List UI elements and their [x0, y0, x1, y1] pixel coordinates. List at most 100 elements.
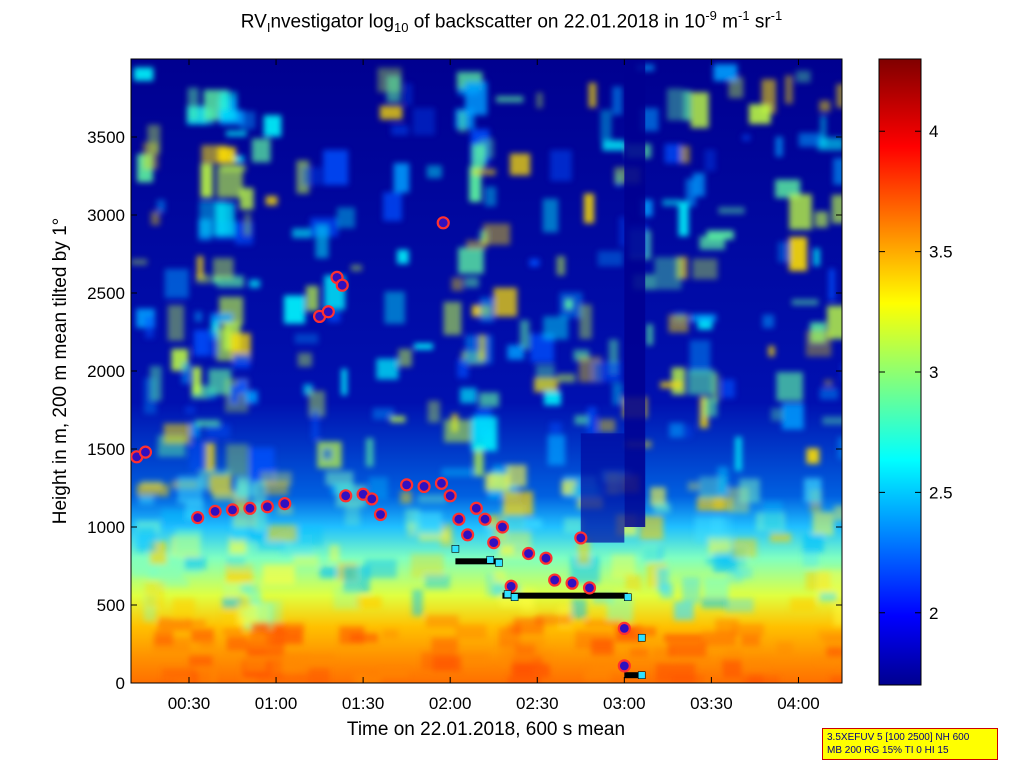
- heatmap-cell: [471, 416, 498, 452]
- heatmap-cell: [564, 518, 584, 534]
- heatmap-cell: [748, 104, 771, 124]
- cloud-base-marker-group: [131, 216, 631, 673]
- heatmap-cell: [588, 82, 597, 108]
- heatmap-cell: [641, 544, 659, 561]
- heatmap-cell: [386, 75, 401, 103]
- heatmap-cell: [740, 675, 780, 683]
- info-line-1: 3.5XEFUV 5 [100 2500] NH 600: [827, 732, 970, 743]
- heatmap-cell: [444, 419, 472, 443]
- heatmap-cell: [685, 178, 697, 207]
- heatmap-cell: [473, 445, 484, 477]
- heatmap-cell: [722, 659, 742, 679]
- heatmap-cell: [457, 86, 479, 96]
- heatmap-cell: [189, 440, 207, 472]
- heatmap-cell: [195, 419, 220, 427]
- heatmap-cell: [624, 59, 646, 527]
- heatmap-cell: [325, 471, 354, 486]
- heatmap-cell: [393, 163, 410, 193]
- heatmap-cell: [564, 299, 573, 310]
- heatmap-cell: [670, 674, 705, 683]
- heatmap-cell: [412, 107, 435, 136]
- heatmap-cell: [664, 143, 682, 164]
- heatmap-cell: [230, 385, 239, 404]
- heatmap-cell: [840, 363, 842, 383]
- heatmap-cell: [718, 207, 745, 214]
- heatmap-cell: [483, 223, 511, 245]
- heatmap-cell: [193, 329, 210, 357]
- heatmap-cell: [580, 433, 625, 543]
- heatmap-cell: [239, 187, 254, 210]
- y-tick-label: 1000: [87, 518, 125, 537]
- heatmap-cell: [217, 147, 236, 164]
- heatmap-cell: [177, 476, 203, 505]
- cloud-base-marker: [365, 492, 379, 506]
- heatmap-cell: [239, 584, 260, 594]
- cyan-marker: [624, 593, 632, 602]
- heatmap-cell: [333, 587, 360, 610]
- cloud-base-marker: [191, 511, 205, 525]
- heatmap-cell: [167, 305, 185, 341]
- y-tick-label: 1500: [87, 440, 125, 459]
- heatmap-cell: [612, 86, 623, 116]
- heatmap-cell: [133, 67, 154, 81]
- heatmap-cell: [827, 305, 842, 340]
- heatmap-cell: [136, 483, 169, 497]
- heatmap-cell: [584, 619, 623, 628]
- heatmap-cell: [775, 136, 783, 157]
- heatmap-cell: [507, 676, 541, 683]
- heatmap-cell: [267, 524, 297, 542]
- heatmap-cell: [192, 366, 202, 395]
- heatmap-cell: [344, 503, 360, 526]
- heatmap-cell: [536, 92, 543, 108]
- heatmap-cell: [237, 379, 248, 394]
- heatmap-cell: [509, 153, 531, 176]
- heatmap-cell: [149, 366, 162, 401]
- heatmap-cell: [731, 624, 764, 637]
- heatmap-cell: [391, 125, 409, 136]
- colorbar: [878, 58, 922, 686]
- heatmap-cell: [412, 589, 423, 616]
- cloud-base-marker: [548, 573, 562, 587]
- heatmap-cell: [379, 105, 403, 120]
- heatmap-cell: [507, 345, 525, 360]
- heatmap-cell: [291, 526, 323, 546]
- heatmap-cell: [366, 438, 374, 467]
- heatmap-cell: [523, 519, 542, 529]
- colorbar-tick-label: 2: [929, 604, 938, 623]
- heatmap-cell: [692, 258, 718, 280]
- heatmap-cell: [150, 211, 160, 226]
- heatmap-cell: [687, 481, 700, 491]
- heatmap-cell: [292, 228, 312, 239]
- heatmap-cell: [311, 410, 319, 440]
- heatmap-cell: [451, 277, 464, 291]
- heatmap-cell: [574, 415, 590, 425]
- heatmap-cell: [164, 268, 189, 299]
- heatmap-cell: [236, 477, 250, 500]
- heatmap-cell: [479, 297, 494, 322]
- heatmap-cell: [727, 569, 744, 584]
- colorbar-tick-label: 2.5: [929, 483, 953, 502]
- heatmap-cell: [654, 257, 682, 290]
- x-tick-label: 03:30: [690, 694, 733, 713]
- colorbar-tick-label: 3: [929, 363, 938, 382]
- cyan-marker: [637, 633, 646, 642]
- heatmap-cell: [263, 115, 282, 137]
- heatmap-cell: [191, 628, 214, 643]
- heatmap-cell: [746, 660, 768, 668]
- heatmap-cell: [471, 144, 486, 169]
- heatmap-cell: [556, 256, 566, 276]
- x-axis: 00:30 01:00 01:30 02:00 02:30 03:00 03:30 04:00: [168, 59, 820, 713]
- heatmap-cell: [619, 216, 627, 247]
- heatmap-cell: [200, 163, 213, 198]
- heatmap-cell: [307, 668, 330, 683]
- heatmap-cell: [732, 538, 757, 558]
- heatmap-cell: [337, 207, 356, 229]
- heatmap-cell: [323, 150, 349, 186]
- heatmap-cell: [315, 224, 329, 259]
- heatmap-cell: [205, 442, 216, 472]
- heatmap-cell: [223, 628, 243, 636]
- heatmap-cell: [817, 629, 842, 641]
- heatmap-cell: [206, 424, 231, 438]
- heatmap-cell: [230, 333, 251, 361]
- heatmap-cell: [198, 669, 217, 683]
